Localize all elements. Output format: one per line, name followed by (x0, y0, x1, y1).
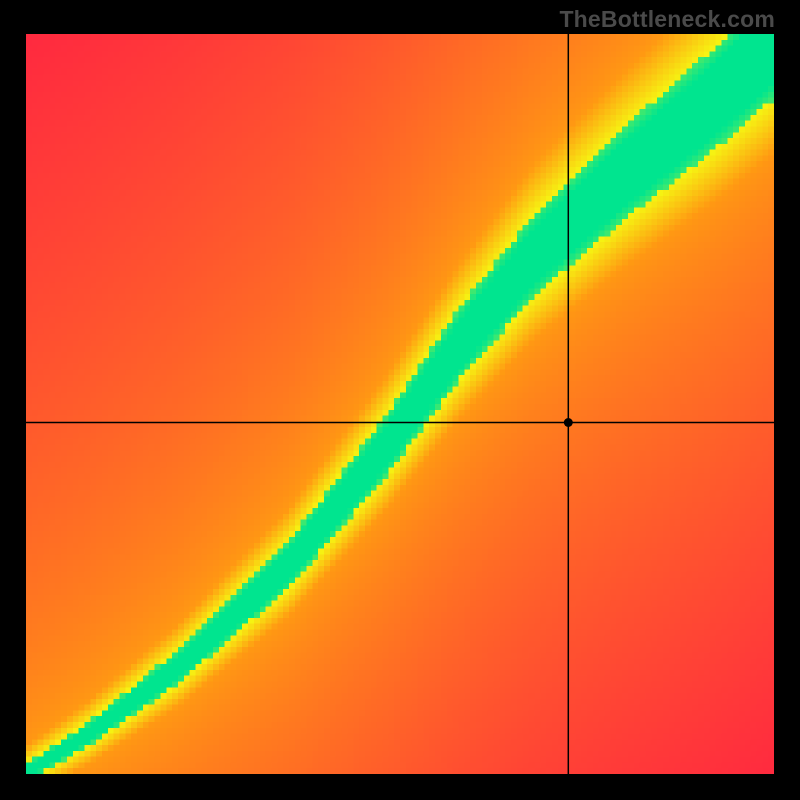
watermark-text: TheBottleneck.com (559, 6, 775, 33)
bottleneck-heatmap (26, 34, 774, 774)
chart-container: { "watermark": { "text": "TheBottleneck.… (0, 0, 800, 800)
